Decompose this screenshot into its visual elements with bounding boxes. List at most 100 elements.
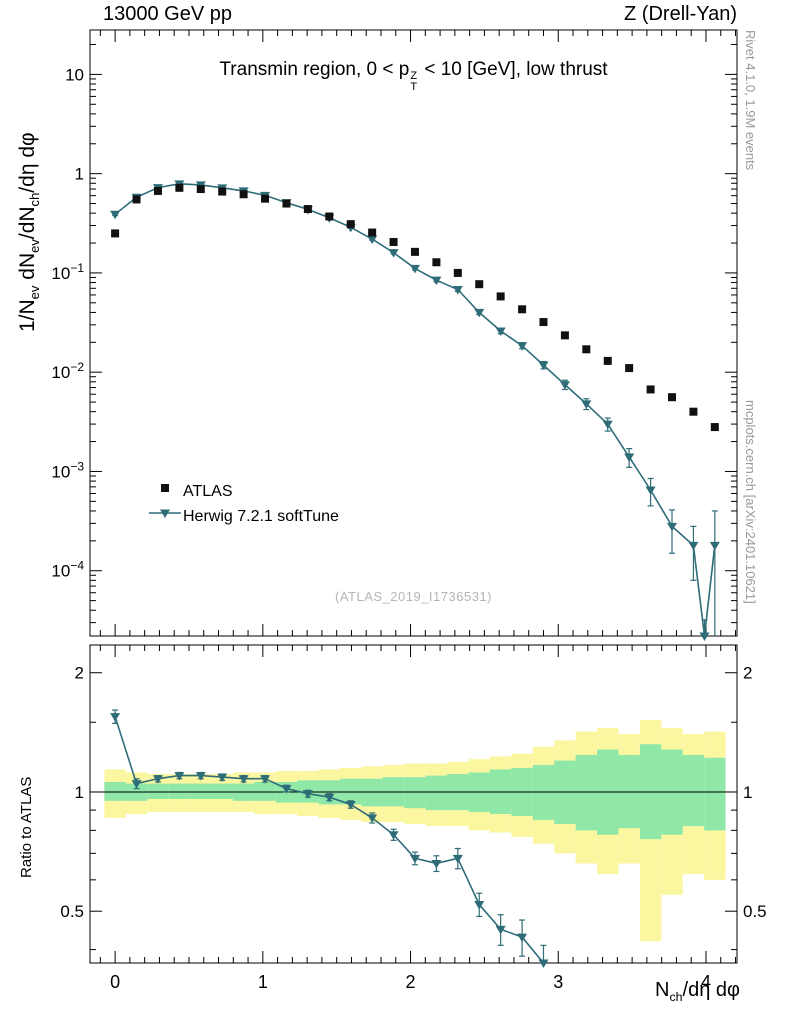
triangle-marker — [152, 775, 163, 784]
square-marker — [325, 212, 334, 221]
series-line — [114, 182, 716, 637]
square-marker — [518, 305, 527, 314]
triangle-marker — [645, 486, 656, 496]
green-band-bin — [361, 778, 383, 807]
square-marker — [560, 331, 569, 340]
square-marker — [625, 364, 634, 373]
legend-label-herwig: Herwig 7.2.1 softTune — [183, 508, 339, 525]
triangle-marker — [238, 775, 249, 784]
square-marker — [668, 393, 677, 402]
square-marker — [218, 187, 227, 196]
legend-herwig-marker-icon — [160, 509, 170, 518]
svg-text:1: 1 — [75, 165, 84, 184]
svg-text:10: 10 — [65, 65, 84, 84]
triangle-marker — [474, 900, 485, 910]
green-band-bin — [211, 783, 233, 799]
triangle-marker — [281, 785, 292, 794]
title-suffix: < 10 [GeV], low thrust — [419, 59, 608, 80]
triangle-marker — [367, 814, 378, 823]
ylabel-part: 1/N — [16, 299, 39, 332]
green-band-bin — [190, 783, 212, 799]
svg-text:1: 1 — [743, 783, 752, 802]
triangle-marker — [324, 793, 335, 803]
triangle-marker — [431, 276, 442, 286]
triangle-marker — [302, 790, 313, 799]
green-band-bin — [575, 754, 598, 831]
triangle-marker — [581, 400, 592, 409]
ylabel-part: /dN — [16, 206, 39, 240]
ylabel-part: /dη dφ — [16, 132, 39, 193]
square-marker — [346, 220, 355, 229]
triangle-marker — [388, 249, 399, 258]
title-superscript: Z — [410, 69, 418, 82]
svg-text:1: 1 — [258, 972, 268, 992]
xlabel-part: N — [655, 979, 670, 1001]
square-marker — [175, 183, 184, 192]
square-marker — [132, 195, 141, 204]
triangle-marker — [110, 210, 121, 220]
green-band-bin — [147, 783, 169, 799]
triangle-marker — [495, 327, 506, 336]
square-marker — [111, 229, 120, 238]
triangle-marker — [709, 541, 720, 551]
ylabel-sub: ch — [27, 192, 43, 207]
square-marker — [153, 186, 162, 195]
square-marker — [196, 185, 205, 194]
legend: ATLAS Herwig 7.2.1 softTune — [183, 479, 339, 529]
square-marker — [603, 356, 612, 365]
square-marker — [689, 407, 698, 416]
green-band-bin — [425, 775, 448, 811]
square-marker — [303, 205, 312, 214]
x-axis-label: Nch/dη dφ — [655, 979, 740, 1004]
triangle-marker — [688, 541, 699, 551]
ratio-bands — [104, 719, 726, 942]
series-ATLAS — [111, 183, 719, 432]
green-band-bin — [168, 783, 191, 799]
legend-label-atlas: ATLAS — [183, 483, 233, 500]
svg-text:1: 1 — [75, 783, 84, 802]
square-marker — [410, 247, 419, 256]
series-line — [114, 716, 545, 964]
square-marker — [496, 292, 505, 301]
square-marker — [239, 190, 248, 199]
svg-text:2: 2 — [406, 972, 416, 992]
title-subscript: T — [410, 81, 418, 94]
svg-text:0: 0 — [110, 972, 120, 992]
xlabel-sub: ch — [669, 990, 683, 1004]
square-marker — [368, 228, 377, 237]
triangle-marker — [345, 800, 356, 810]
triangle-marker — [174, 772, 185, 781]
y-axis-label: 1/Nev dNev/dNch/dη dφ — [16, 132, 42, 332]
green-band-bin — [404, 777, 426, 809]
legend-atlas-marker-icon — [161, 484, 169, 492]
triangle-marker — [699, 632, 710, 641]
triangle-marker — [409, 264, 420, 274]
square-marker — [475, 280, 484, 289]
triangle-marker — [495, 925, 506, 935]
green-band-bin — [682, 754, 705, 827]
svg-text:3: 3 — [553, 972, 563, 992]
axis-ticks — [90, 30, 737, 963]
triangle-marker — [431, 859, 442, 869]
legend-markers — [149, 484, 181, 518]
series-Herwig-over-ATLAS — [110, 709, 549, 968]
triangle-marker — [517, 342, 528, 351]
triangle-marker — [110, 713, 121, 722]
square-marker — [539, 318, 548, 327]
triangle-marker — [559, 381, 570, 390]
svg-text:4: 4 — [701, 972, 711, 992]
svg-text:10−1: 10−1 — [51, 261, 84, 283]
triangle-marker — [388, 831, 399, 840]
title-prefix: Transmin region, 0 < p — [219, 59, 410, 80]
square-marker — [261, 194, 270, 203]
triangle-marker — [131, 780, 142, 789]
tick-labels: 0 1 2 3 4 10 1 10−1 10−2 10−3 10−4 0.5 0.5 1 1 2 2 — [51, 65, 766, 992]
svg-text:10−3: 10−3 — [51, 459, 84, 481]
triangle-marker — [367, 235, 378, 245]
svg-text:0.5: 0.5 — [60, 902, 84, 921]
main-frame — [89, 29, 738, 637]
triangle-marker — [667, 522, 678, 532]
square-marker — [389, 237, 398, 246]
ratio-frame — [89, 644, 738, 964]
